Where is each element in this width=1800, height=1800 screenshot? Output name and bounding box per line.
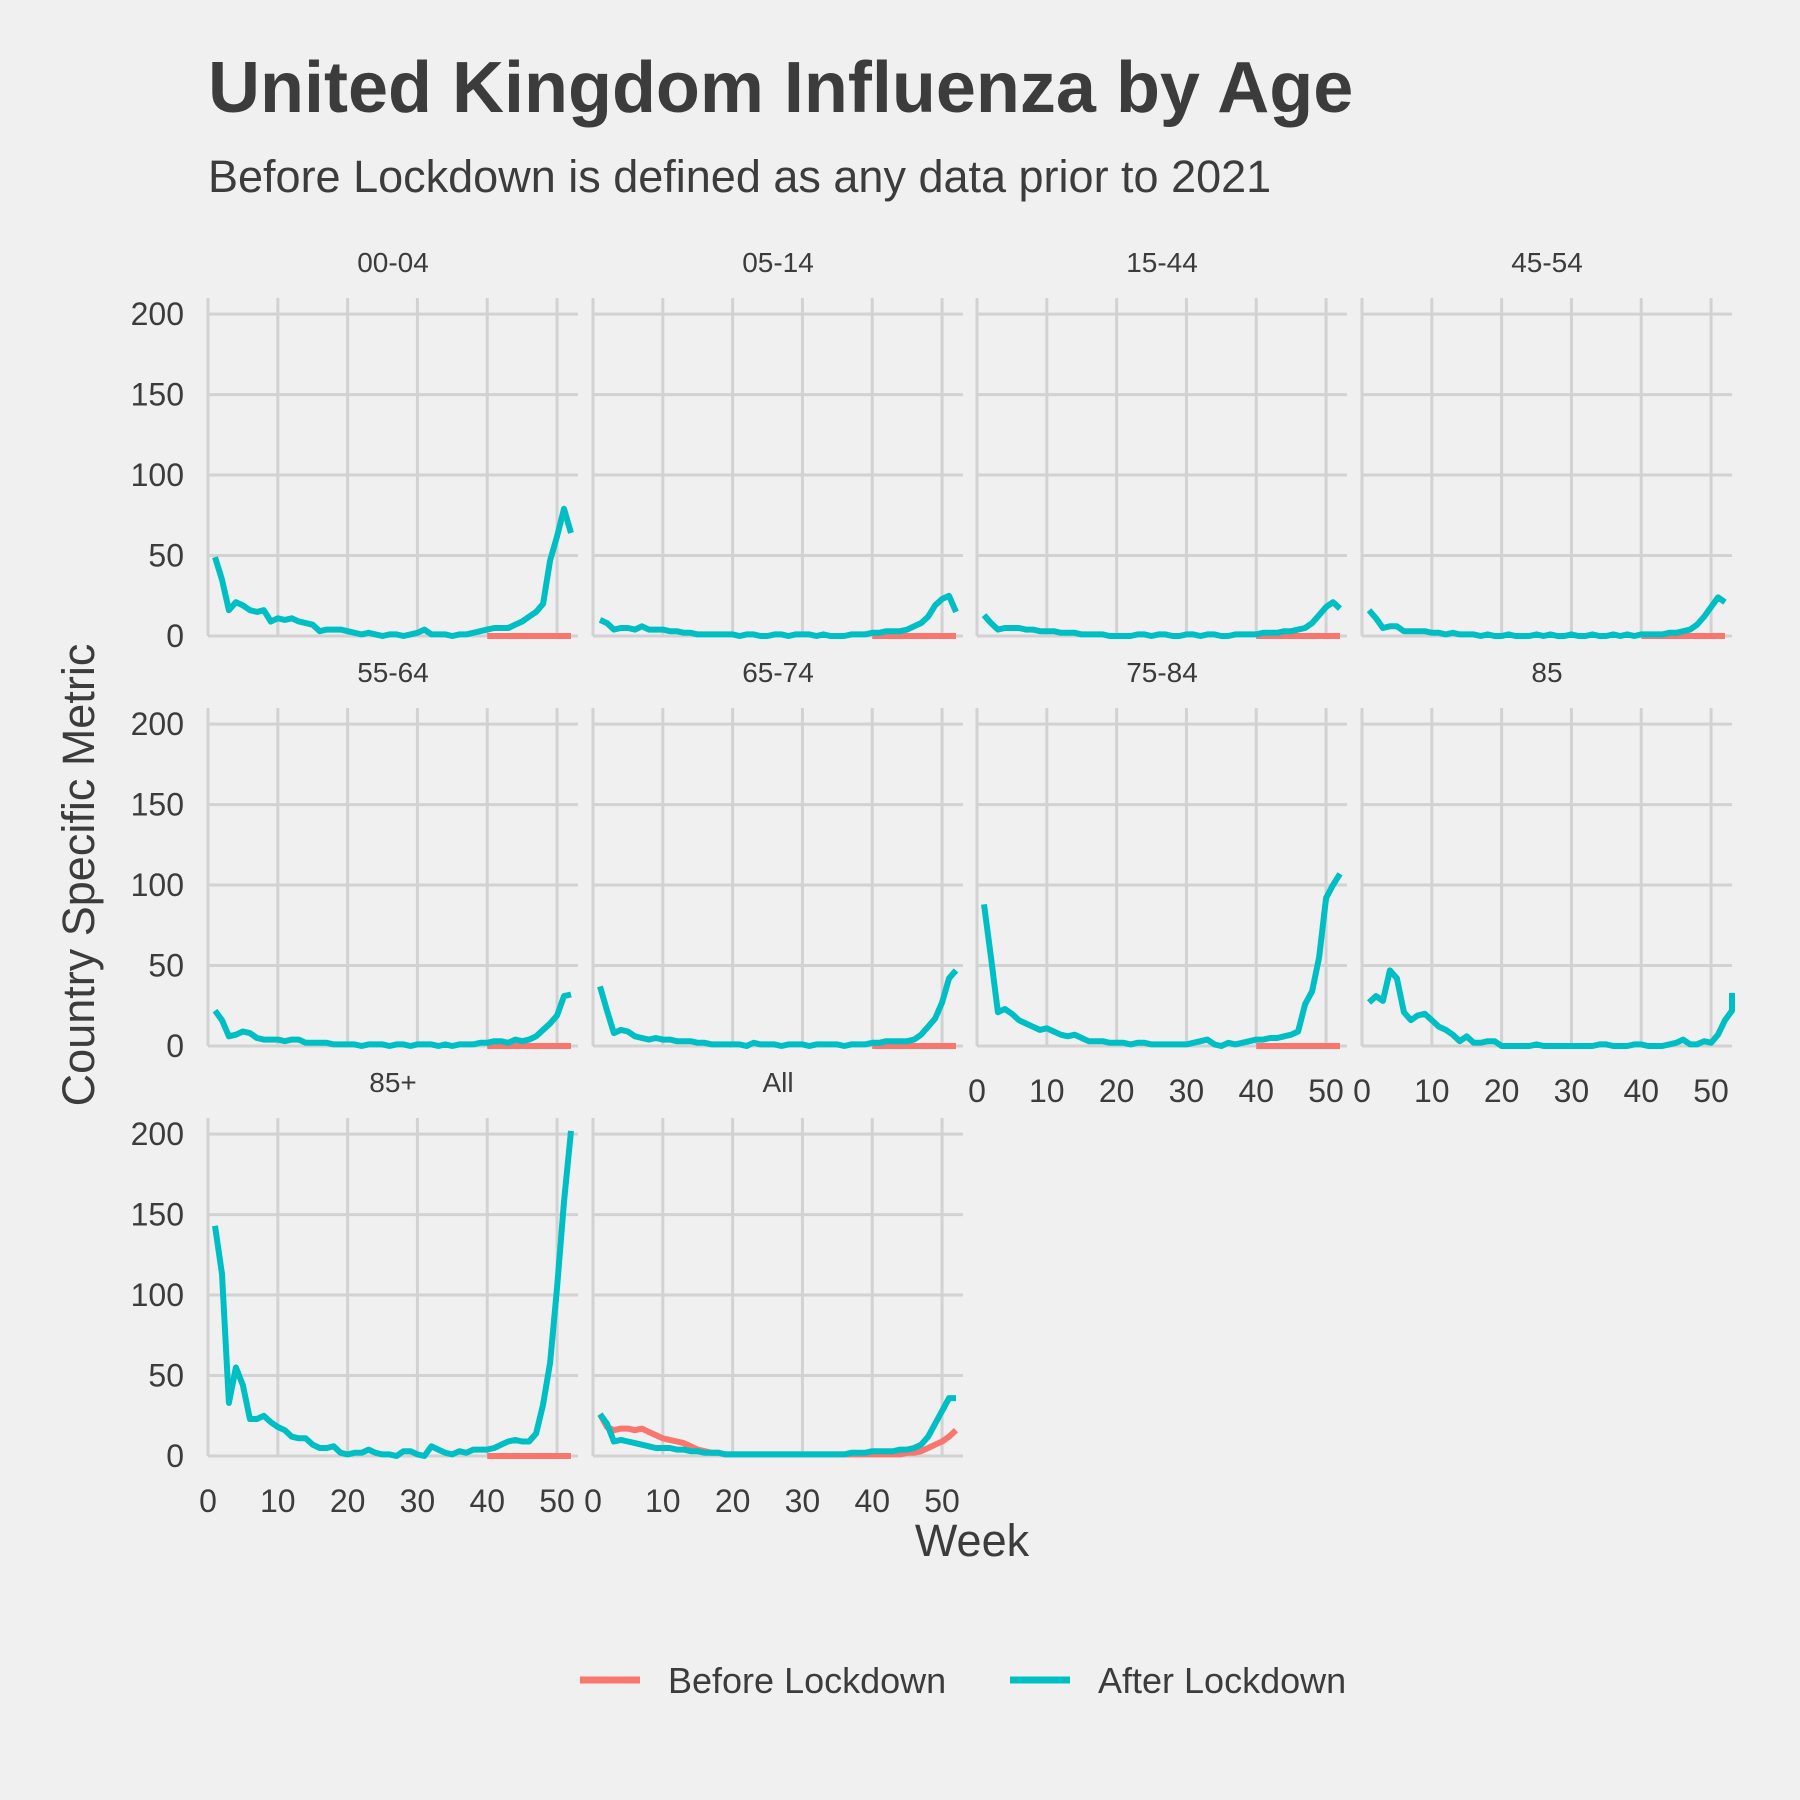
facet-strip-label: 15-44	[1126, 247, 1198, 278]
y-tick-label: 100	[131, 867, 184, 903]
facet-55-64: 55-64 0 50 100 150 200	[131, 657, 578, 1064]
x-tick-label: 30	[785, 1483, 821, 1519]
x-tick-label: 10	[260, 1483, 296, 1519]
facet-All: All 0 10 20 30 40 50	[584, 1067, 963, 1519]
x-tick-label: 20	[330, 1483, 366, 1519]
x-tick-label: 30	[1554, 1073, 1590, 1109]
x-tick-label: 40	[1623, 1073, 1659, 1109]
facet-strip-label: 85	[1531, 657, 1562, 688]
facet-strip-label: All	[762, 1067, 793, 1098]
x-tick-label: 20	[1484, 1073, 1520, 1109]
facet-75-84: 75-84 0 10 20 30 40 50	[968, 657, 1347, 1109]
y-tick-label: 200	[131, 706, 184, 742]
y-tick-label: 100	[131, 457, 184, 493]
legend: Before Lockdown After Lockdown	[580, 1660, 1346, 1701]
series-line-after	[597, 968, 959, 1049]
x-axis-title: Week	[915, 1515, 1030, 1566]
facet-strip-label: 00-04	[357, 247, 429, 278]
x-tick-label: 10	[1029, 1073, 1065, 1109]
y-tick-label: 50	[148, 1358, 184, 1394]
y-tick-label: 150	[131, 377, 184, 413]
series-line-after	[597, 1395, 956, 1458]
y-tick-label: 50	[148, 948, 184, 984]
series-line-after	[1366, 594, 1727, 639]
x-tick-label: 50	[539, 1483, 575, 1519]
series-line-after	[1366, 967, 1735, 1049]
facet-strip-label: 05-14	[742, 247, 814, 278]
x-tick-label: 40	[469, 1483, 505, 1519]
facet-strip-label: 45-54	[1511, 247, 1583, 278]
x-tick-label: 40	[854, 1483, 890, 1519]
facet-strip-label: 55-64	[357, 657, 429, 688]
x-tick-label: 0	[584, 1483, 602, 1519]
facet-05-14: 05-14	[591, 247, 963, 639]
x-tick-label: 0	[199, 1483, 217, 1519]
series-line-after	[212, 1130, 574, 1459]
y-tick-label: 200	[131, 296, 184, 332]
facet-strip-label: 65-74	[742, 657, 814, 688]
series-line-after	[212, 991, 572, 1049]
y-tick-label: 0	[166, 618, 184, 654]
x-tick-label: 10	[1414, 1073, 1450, 1109]
y-tick-label: 200	[131, 1116, 184, 1152]
x-tick-label: 50	[1693, 1073, 1729, 1109]
x-tick-label: 30	[1169, 1073, 1205, 1109]
chart-title: United Kingdom Influenza by Age	[208, 48, 1353, 128]
series-line-after	[212, 505, 574, 639]
x-tick-label: 20	[1099, 1073, 1135, 1109]
series-line-after	[981, 872, 1343, 1049]
facet-strip-label: 85+	[369, 1067, 417, 1098]
legend-label-before: Before Lockdown	[668, 1660, 946, 1701]
series-line-after	[981, 599, 1343, 639]
y-tick-label: 50	[148, 538, 184, 574]
x-tick-label: 30	[400, 1483, 436, 1519]
x-tick-label: 10	[645, 1483, 681, 1519]
facet-15-44: 15-44	[975, 247, 1347, 639]
x-tick-label: 40	[1238, 1073, 1274, 1109]
x-tick-label: 50	[1308, 1073, 1344, 1109]
facet-65-74: 65-74	[591, 657, 963, 1049]
facet-85+: 85+ 0 50 100 150 200 0 10 20 30 40 50	[131, 1067, 578, 1519]
facet-strip-label: 75-84	[1126, 657, 1198, 688]
y-tick-label: 0	[166, 1028, 184, 1064]
x-tick-label: 50	[924, 1483, 960, 1519]
facet-00-04: 00-04 0 50 100 150 200	[131, 247, 578, 654]
chart-subtitle: Before Lockdown is defined as any data p…	[208, 151, 1271, 202]
facet-45-54: 45-54	[1360, 247, 1732, 639]
series-line-after	[598, 592, 959, 639]
y-tick-label: 150	[131, 1197, 184, 1233]
y-axis-title: Country Specific Metric	[53, 644, 104, 1107]
legend-label-after: After Lockdown	[1098, 1660, 1346, 1701]
x-tick-label: 20	[715, 1483, 751, 1519]
x-tick-label: 0	[968, 1073, 986, 1109]
y-tick-label: 0	[166, 1438, 184, 1474]
y-tick-label: 150	[131, 787, 184, 823]
y-tick-label: 100	[131, 1277, 184, 1313]
facet-85: 85 0 10 20 30 40 50	[1353, 657, 1735, 1109]
x-tick-label: 0	[1353, 1073, 1371, 1109]
